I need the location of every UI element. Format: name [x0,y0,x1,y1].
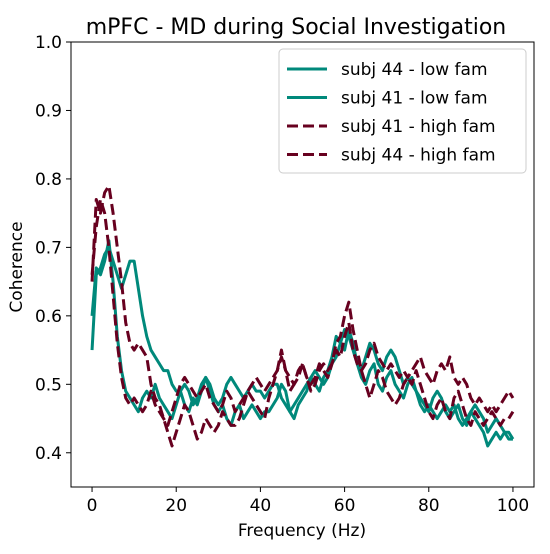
y-tick-label: 0.9 [35,101,62,121]
x-tick-label: 60 [334,496,356,516]
series-line-4 [90,197,515,427]
y-axis-label: Coherence [7,221,27,312]
legend-label-2: subj 41 - low fam [341,89,488,109]
x-tick-label: 80 [418,496,440,516]
y-tick-label: 0.7 [35,238,62,258]
legend: subj 44 - low fam subj 41 - low fam subj 4… [278,48,527,174]
axes: 0 20 40 60 80 100 0.4 0.5 0.6 0.7 0.8 0.9 1.0 [35,33,535,516]
y-tick-label: 0.8 [35,170,62,190]
x-tick-label: 0 [87,496,98,516]
x-axis-label: Frequency (Hz) [238,521,366,541]
x-tick-label: 20 [165,496,187,516]
legend-box [278,48,527,174]
series-line-2 [90,239,515,448]
plot-area [90,184,515,448]
chart-title: mPFC - MD during Social Investigation [86,15,507,40]
legend-label-1: subj 44 - low fam [341,60,488,80]
y-tick-label: 0.6 [35,307,62,327]
legend-label-3: subj 41 - high fam [341,117,496,137]
x-tick-label: 40 [250,496,272,516]
axes-frame [70,41,535,488]
x-tick-label: 100 [497,496,529,516]
legend-label-4: subj 44 - high fam [341,146,496,166]
y-tick-label: 1.0 [35,33,62,53]
y-tick-label: 0.4 [35,444,62,464]
y-tick-label: 0.5 [35,375,62,395]
